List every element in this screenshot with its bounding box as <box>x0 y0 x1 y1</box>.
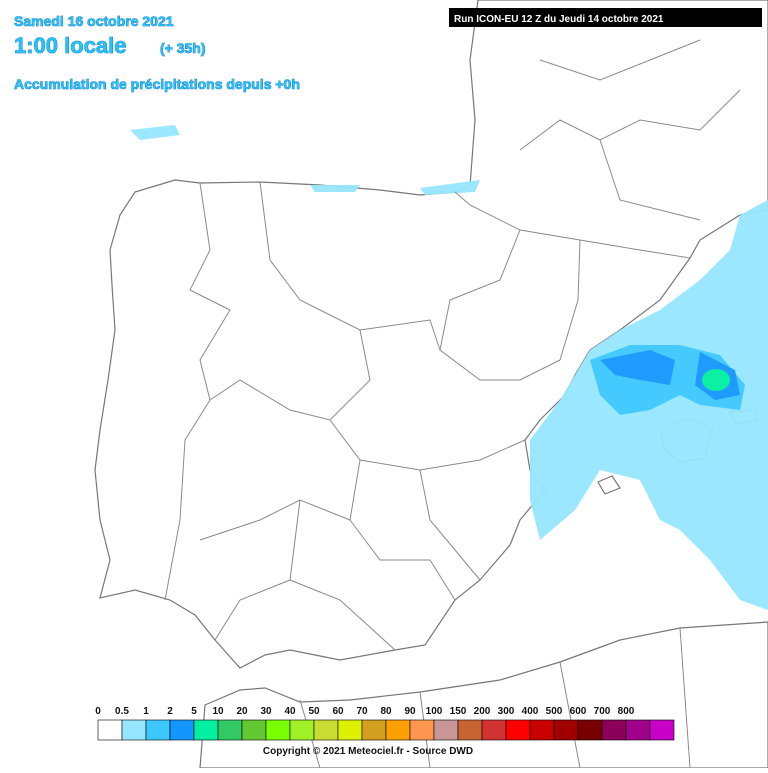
legend-swatch <box>649 719 675 741</box>
legend-label: 50 <box>308 706 320 717</box>
legend-swatch <box>241 719 267 741</box>
legend-label: 100 <box>426 706 443 717</box>
legend-label: 400 <box>522 706 539 717</box>
copyright: Copyright © 2021 Meteociel.fr - Source D… <box>263 746 473 757</box>
legend-swatch <box>433 719 459 741</box>
legend-label: 700 <box>594 706 611 717</box>
legend-label: 150 <box>450 706 467 717</box>
precip-area <box>600 350 740 400</box>
legend-swatch <box>553 719 579 741</box>
legend-label: 10 <box>212 706 224 717</box>
legend-swatch <box>193 719 219 741</box>
legend-label: 500 <box>546 706 563 717</box>
forecast-date: Samedi 16 octobre 2021 <box>14 13 174 29</box>
legend-label: 0 <box>95 706 101 717</box>
legend-swatch <box>145 719 171 741</box>
legend-label: 800 <box>618 706 635 717</box>
border <box>164 181 691 651</box>
legend-swatch <box>625 719 651 741</box>
legend: 0 0.5 1 2 5 10 20 30 40 50 60 70 80 90 100 150 200 300 400… <box>95 706 675 741</box>
legend-swatch <box>409 719 435 741</box>
legend-swatch <box>601 719 627 741</box>
legend-label: 20 <box>236 706 248 717</box>
legend-label: 0.5 <box>115 706 129 717</box>
legend-swatch <box>577 719 603 741</box>
legend-label: 300 <box>498 706 515 717</box>
legend-label: 30 <box>260 706 272 717</box>
legend-swatch <box>121 719 147 741</box>
legend-label: 200 <box>474 706 491 717</box>
legend-swatch <box>457 719 483 741</box>
legend-label: 90 <box>404 706 416 717</box>
legend-swatch <box>289 719 315 741</box>
legend-swatch <box>481 719 507 741</box>
legend-label: 40 <box>284 706 296 717</box>
forecast-time: 1:00 locale <box>14 33 127 58</box>
legend-swatch <box>505 719 531 741</box>
legend-swatch <box>217 719 243 741</box>
legend-swatch <box>169 719 195 741</box>
precip-area <box>130 125 480 195</box>
ibiza <box>597 475 621 495</box>
legend-swatch <box>313 719 339 741</box>
legend-label: 70 <box>356 706 368 717</box>
legend-label: 5 <box>191 706 197 717</box>
legend-swatch <box>385 719 411 741</box>
run-box <box>449 8 762 27</box>
precipitation <box>130 125 768 610</box>
precip-area <box>702 369 730 391</box>
legend-swatch <box>361 719 387 741</box>
run-label: Run ICON-EU 12 Z du Jeudi 14 octobre 202… <box>454 14 664 25</box>
legend-swatch <box>265 719 291 741</box>
legend-swatch <box>97 719 123 741</box>
forecast-lead: (+ 35h) <box>160 40 206 56</box>
legend-label: 600 <box>570 706 587 717</box>
legend-swatch <box>529 719 555 741</box>
legend-label: 60 <box>332 706 344 717</box>
legend-label: 2 <box>167 706 173 717</box>
legend-swatch <box>337 719 363 741</box>
legend-label: 80 <box>380 706 392 717</box>
product-title: Accumulation de précipitations depuis +0… <box>14 76 300 92</box>
legend-label: 1 <box>143 706 149 717</box>
